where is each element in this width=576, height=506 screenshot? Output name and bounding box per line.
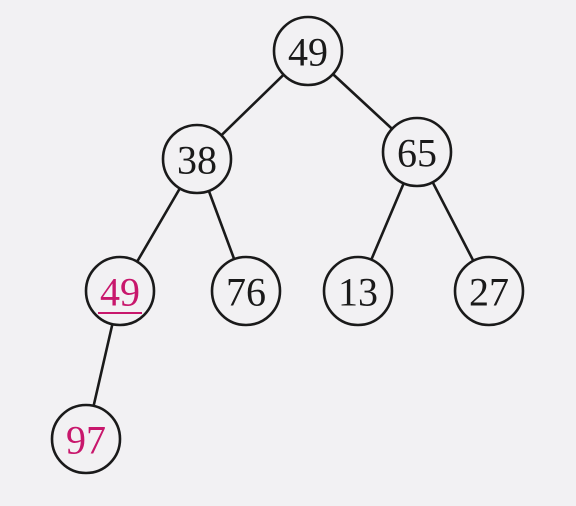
node-label: 65	[397, 131, 437, 176]
node-circle	[161, 123, 233, 195]
node-label: 97	[66, 418, 106, 463]
tree-node-root: 49	[272, 15, 344, 87]
tree-node-right: 65	[381, 116, 453, 188]
node-label: 27	[469, 270, 509, 315]
edges-layer	[92, 72, 475, 408]
node-circle	[210, 255, 282, 327]
edge-root-to-left	[220, 73, 285, 137]
node-circle	[84, 255, 156, 327]
node-label: 49	[288, 30, 328, 75]
tree-node-right-right: 27	[453, 255, 525, 327]
node-circle	[453, 255, 525, 327]
tree-node-left-left-left: 97	[50, 403, 122, 475]
node-label: 38	[177, 138, 217, 183]
edge-right-to-right-left	[369, 181, 406, 262]
node-circle	[381, 116, 453, 188]
node-circle	[272, 15, 344, 87]
tree-node-left-left: 49	[84, 255, 156, 327]
edge-left-left-to-left-left-left	[92, 322, 114, 408]
edge-root-to-right	[331, 72, 394, 131]
edge-left-to-left-right	[207, 189, 236, 261]
node-circle	[322, 255, 394, 327]
edge-right-to-right-right	[431, 180, 475, 263]
node-circle	[50, 403, 122, 475]
tree-node-left-right: 76	[210, 255, 282, 327]
nodes-layer: 49 38 65 49 76 13 27 97	[50, 15, 525, 475]
tree-node-left: 38	[161, 123, 233, 195]
edge-left-to-left-left	[135, 187, 182, 263]
node-label: 76	[226, 270, 266, 315]
node-label: 49	[100, 270, 140, 315]
tree-node-right-left: 13	[322, 255, 394, 327]
node-label: 13	[338, 270, 378, 315]
